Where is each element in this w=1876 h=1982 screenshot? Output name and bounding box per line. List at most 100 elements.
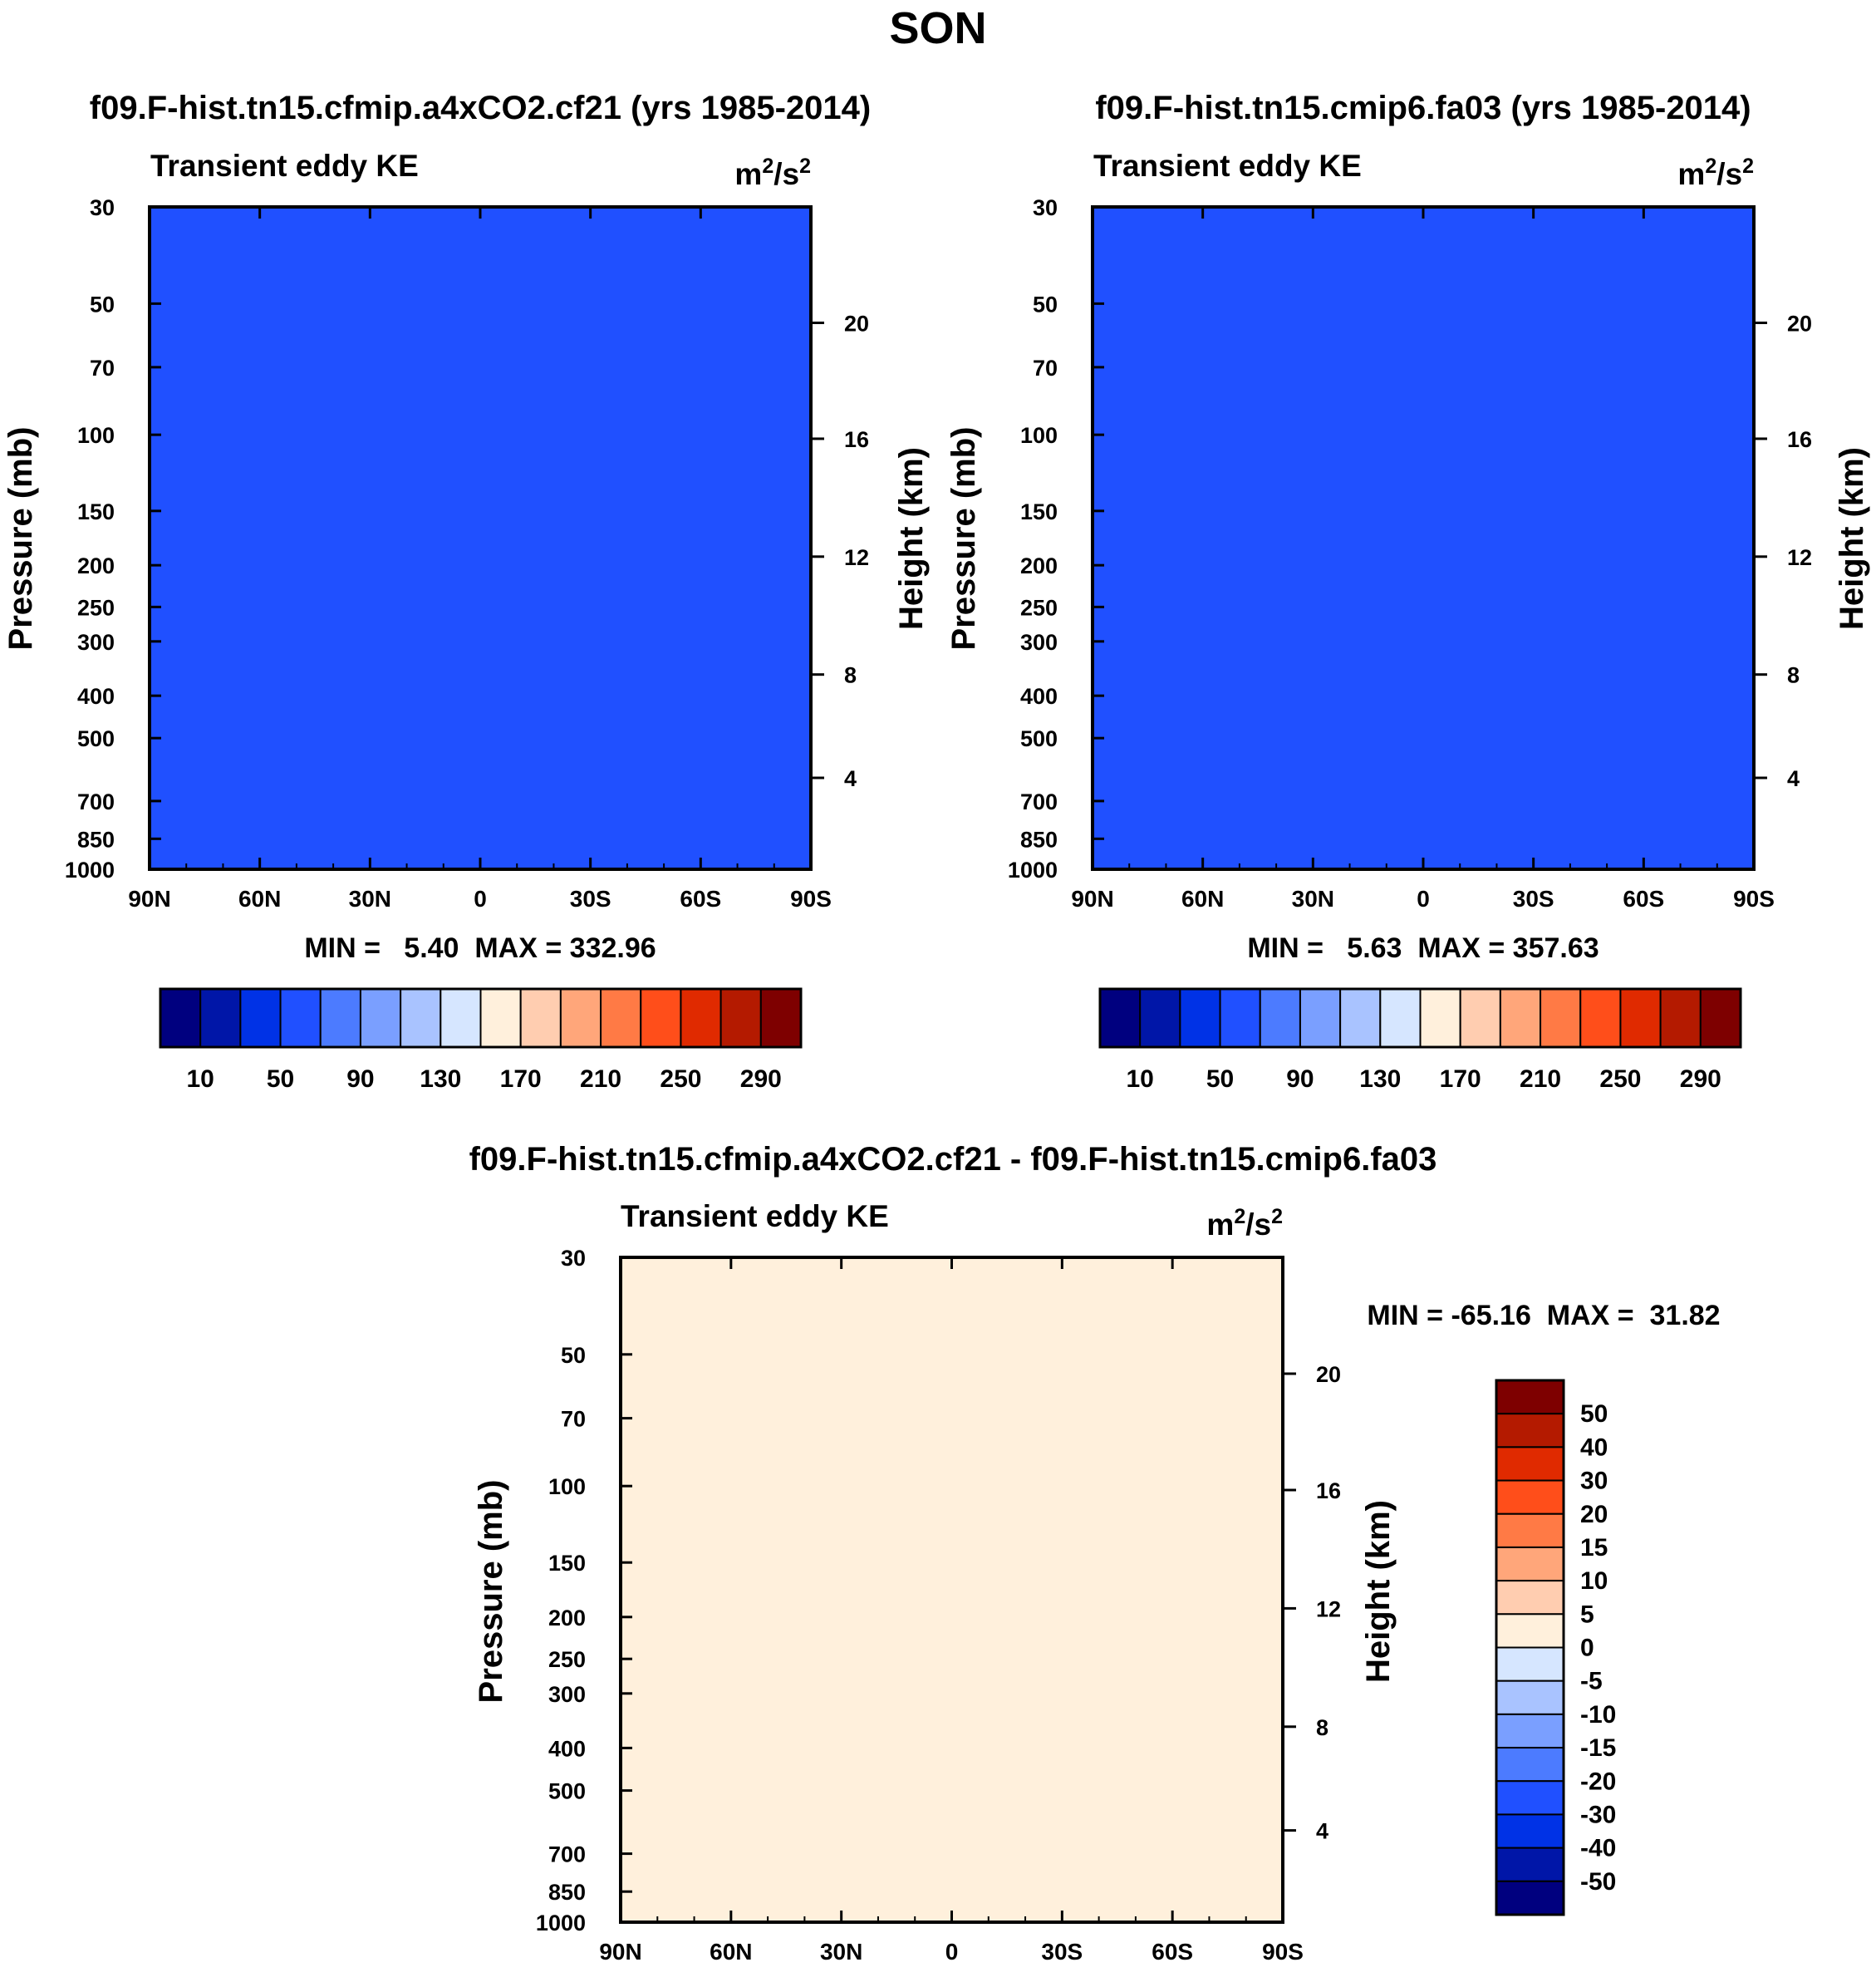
panel-diff-colorbar-label: 0 bbox=[1580, 1635, 1594, 1662]
panel-diff-y-tick-label: 850 bbox=[548, 1880, 586, 1905]
panel-b-y-tick-label: 50 bbox=[1033, 292, 1058, 317]
panel-a-colorbar-frame bbox=[159, 987, 803, 1049]
panel-b-title: f09.F-hist.tn15.cmip6.fa03 (yrs 1985-201… bbox=[1095, 90, 1751, 126]
panel-diff-y-tick-label: 1000 bbox=[536, 1911, 586, 1935]
panel-a-colorbar-label: 130 bbox=[420, 1065, 461, 1093]
panel-b-colorbar-swatch bbox=[1499, 988, 1542, 1048]
panel-a-x-tick-label: 60S bbox=[680, 886, 721, 912]
panel-diff-x-tick-label: 90N bbox=[599, 1939, 641, 1965]
panel-a-colorbar-swatch bbox=[359, 988, 402, 1048]
panel-b-colorbar-label: 250 bbox=[1599, 1065, 1641, 1093]
panel-b-height-tick-label: 20 bbox=[1787, 311, 1812, 336]
panel-diff-colorbar-swatch bbox=[1495, 1380, 1564, 1415]
panel-diff: f09.F-hist.tn15.cfmip.a4xCO2.cf21 - f09.… bbox=[469, 1141, 1721, 1965]
panel-a-height-tick-label: 8 bbox=[844, 663, 857, 688]
panel-a-y-tick-label: 200 bbox=[77, 553, 115, 578]
panel-diff-colorbar-label: 20 bbox=[1580, 1501, 1608, 1528]
panel-diff-colorbar-label: -50 bbox=[1580, 1868, 1616, 1896]
figure-title: SON bbox=[889, 3, 986, 53]
panel-a-colorbar-swatch bbox=[759, 988, 802, 1048]
panel-diff-colorbar-swatch bbox=[1495, 1546, 1564, 1582]
panel-a-colorbar-swatch bbox=[600, 988, 642, 1048]
panel-a-colorbar-swatch bbox=[559, 988, 602, 1048]
panel-b-colorbar-swatch bbox=[1339, 988, 1382, 1048]
panel-b-y-tick-label: 150 bbox=[1020, 499, 1058, 524]
panel-diff-x-tick-label: 90S bbox=[1262, 1939, 1304, 1965]
panel-b-height-tick-label: 4 bbox=[1787, 766, 1800, 791]
panel-b-height-tick-label: 12 bbox=[1787, 545, 1812, 570]
panel-a-x-tick-label: 60N bbox=[238, 886, 281, 912]
panel-diff-height-tick-label: 20 bbox=[1316, 1362, 1341, 1387]
panel-diff-y-tick-label: 400 bbox=[548, 1736, 586, 1761]
panel-b-colorbar-label: 10 bbox=[1127, 1065, 1154, 1093]
panel-diff-y-tick-label: 50 bbox=[561, 1343, 586, 1368]
panel-diff-colorbar-label: 30 bbox=[1580, 1468, 1608, 1495]
panel-b-x-tick-label: 30N bbox=[1292, 886, 1334, 912]
panel-a-y-tick-label: 30 bbox=[90, 195, 115, 220]
panel-b-ylabel: Pressure (mb) bbox=[945, 427, 982, 651]
panel-a-y-tick-label: 50 bbox=[90, 292, 115, 317]
panel-b-colorbar-label: 290 bbox=[1680, 1065, 1721, 1093]
panel-b-x-tick-label: 30S bbox=[1513, 886, 1554, 912]
panel-diff-ylabel-right: Height (km) bbox=[1360, 1500, 1397, 1683]
panel-b-colorbar-swatch bbox=[1139, 988, 1181, 1048]
panel-diff-colorbar-label: 40 bbox=[1580, 1434, 1608, 1461]
panel-a-y-tick-label: 250 bbox=[77, 595, 115, 620]
panel-a-title: f09.F-hist.tn15.cfmip.a4xCO2.cf21 (yrs 1… bbox=[90, 90, 871, 126]
panel-a-y-tick-label: 400 bbox=[77, 684, 115, 709]
panel-b-colorbar-label: 50 bbox=[1206, 1065, 1234, 1093]
panel-diff-min-max: MIN = -65.16 MAX = 31.82 bbox=[1367, 1300, 1720, 1331]
panel-diff-ylabel: Pressure (mb) bbox=[473, 1480, 509, 1704]
panel-a-x-tick-label: 0 bbox=[474, 886, 487, 912]
panel-diff-colorbar-swatch bbox=[1495, 1646, 1564, 1682]
panel-b-x-tick-label: 0 bbox=[1417, 886, 1430, 912]
panel-diff-y-tick-label: 150 bbox=[548, 1551, 586, 1576]
panel-b-units: m2/s2 bbox=[1677, 155, 1754, 191]
panel-diff-colorbar-swatch bbox=[1495, 1813, 1564, 1849]
panel-a-y-tick-label: 500 bbox=[77, 726, 115, 751]
panel-diff-colorbar-swatch bbox=[1495, 1512, 1564, 1548]
panel-b-colorbar-swatch bbox=[1299, 988, 1342, 1048]
panel-diff-colorbar-swatch bbox=[1495, 1580, 1564, 1616]
panel-diff-colorbar-label: -30 bbox=[1580, 1801, 1616, 1828]
panel-a-colorbar-swatch bbox=[640, 988, 682, 1048]
panel-diff-colorbar-label: 50 bbox=[1580, 1400, 1608, 1428]
panel-b-y-tick-label: 400 bbox=[1020, 684, 1058, 709]
panel-diff-y-tick-label: 30 bbox=[561, 1246, 586, 1271]
panel-b-y-tick-label: 70 bbox=[1033, 356, 1058, 381]
panel-b-colorbar-label: 210 bbox=[1520, 1065, 1561, 1093]
panel-a-height-tick-label: 12 bbox=[844, 545, 869, 570]
panel-diff-field-base bbox=[621, 1257, 1283, 1922]
panel-diff-colorbar-label: -15 bbox=[1580, 1734, 1616, 1762]
panel-a-height-tick-label: 16 bbox=[844, 427, 869, 452]
panel-diff-title: f09.F-hist.tn15.cfmip.a4xCO2.cf21 - f09.… bbox=[469, 1141, 1437, 1178]
panel-b-y-tick-label: 250 bbox=[1020, 595, 1058, 620]
panel-a-colorbar-swatch bbox=[519, 988, 562, 1048]
panel-diff-plot-field bbox=[621, 1257, 1283, 1922]
panel-b-ylabel-right: Height (km) bbox=[1834, 447, 1870, 630]
panel-diff-colorbar-swatch bbox=[1495, 1747, 1564, 1783]
panel-diff-y-tick-label: 500 bbox=[548, 1779, 586, 1804]
panel-a-y-tick-label: 70 bbox=[90, 356, 115, 381]
panel-b-colorbar-swatch bbox=[1540, 988, 1582, 1048]
panel-diff-colorbar-label: 5 bbox=[1580, 1601, 1594, 1628]
panel-a-colorbar-swatch bbox=[680, 988, 722, 1048]
panel-diff-y-tick-label: 700 bbox=[548, 1842, 586, 1867]
panel-b-height-tick-label: 8 bbox=[1787, 663, 1800, 688]
panel-a-ylabel-right: Height (km) bbox=[893, 447, 930, 630]
panel-diff-colorbar-label: 10 bbox=[1580, 1567, 1608, 1595]
panel-b-y-tick-label: 700 bbox=[1020, 789, 1058, 814]
panel-a-min-max: MIN = 5.40 MAX = 332.96 bbox=[304, 932, 656, 964]
panel-a-colorbar-swatch bbox=[479, 988, 522, 1048]
panel-diff-x-tick-label: 60S bbox=[1152, 1939, 1193, 1965]
panel-b-colorbar-swatch bbox=[1699, 988, 1741, 1048]
panel-diff-height-tick-label: 4 bbox=[1316, 1819, 1328, 1844]
panel-diff-colorbar-frame bbox=[1495, 1379, 1565, 1916]
panel-b-x-tick-label: 90N bbox=[1071, 886, 1113, 912]
panel-a-ylabel: Pressure (mb) bbox=[2, 427, 39, 651]
panel-diff-colorbar-label: -40 bbox=[1580, 1835, 1616, 1862]
panel-a-y-tick-label: 1000 bbox=[65, 858, 115, 883]
panel-diff-colorbar-label: 15 bbox=[1580, 1534, 1608, 1562]
panel-diff-height-tick-label: 16 bbox=[1316, 1478, 1341, 1503]
panel-diff-colorbar-swatch bbox=[1495, 1680, 1564, 1715]
